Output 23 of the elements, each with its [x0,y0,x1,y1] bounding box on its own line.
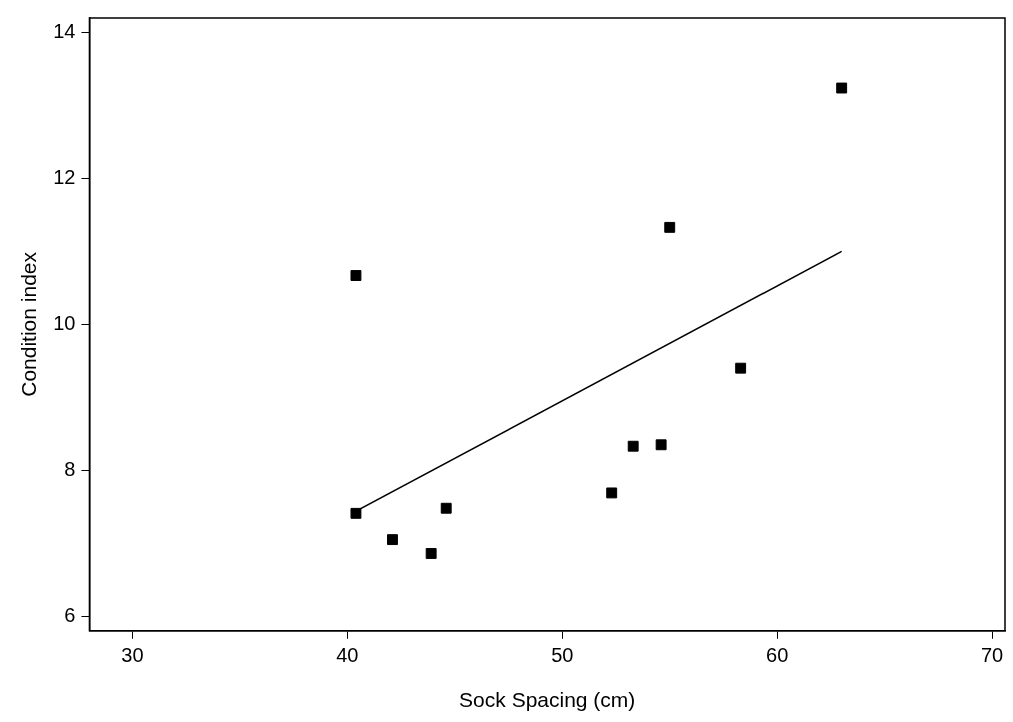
x-tick-label: 60 [766,644,789,667]
y-tick-label: 12 [53,166,76,189]
y-tick-label: 8 [64,457,76,480]
x-tick-label: 50 [551,644,574,667]
point [350,270,362,281]
x-tick-label: 40 [336,644,359,667]
y-tick-label: 14 [53,20,76,43]
point [664,221,676,233]
point [836,82,848,94]
y-axis-title: Condition index [17,251,41,397]
x-tick-label: 30 [121,644,144,667]
point [735,362,747,374]
point [387,534,398,546]
point [606,487,618,499]
point [425,548,437,559]
point [440,502,452,514]
x-tick-label: 70 [980,644,1004,667]
point [655,439,667,451]
point [350,507,362,519]
y-tick-label: 10 [53,311,76,334]
x-axis-title: Sock Spacing (cm) [459,688,636,712]
y-tick-label: 6 [64,603,76,626]
point [627,440,639,452]
